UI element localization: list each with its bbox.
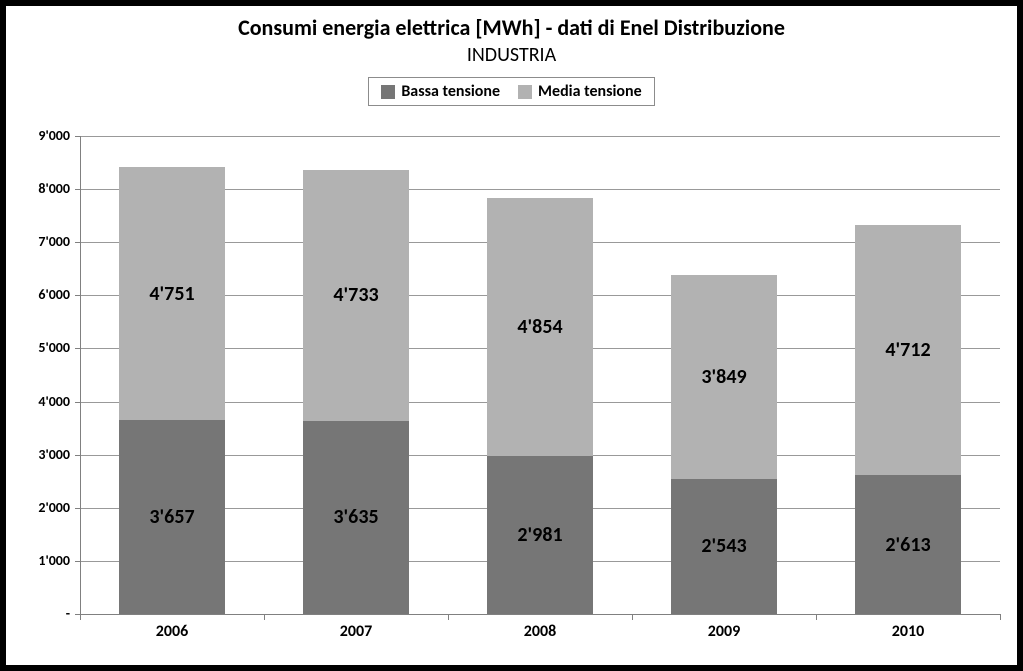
ytick-label: 1'000 bbox=[10, 552, 70, 569]
legend-wrap: Bassa tensione Media tensione bbox=[6, 67, 1017, 106]
ytick-label: 9'000 bbox=[10, 127, 70, 144]
xtick-label: 2007 bbox=[264, 622, 448, 641]
legend-label-0: Bassa tensione bbox=[401, 82, 500, 101]
legend-swatch-0 bbox=[381, 85, 395, 99]
bar-label-bottom: 3'635 bbox=[303, 505, 410, 529]
bar-label-top: 4'751 bbox=[119, 282, 226, 306]
bar-label-bottom: 2'613 bbox=[855, 533, 962, 557]
y-axis bbox=[80, 136, 81, 614]
chart-subtitle: INDUSTRIA bbox=[6, 43, 1017, 67]
xtick-mark bbox=[80, 614, 81, 620]
bar-label-bottom: 3'657 bbox=[119, 505, 226, 529]
xtick-mark bbox=[264, 614, 265, 620]
bar-label-bottom: 2'981 bbox=[487, 523, 594, 547]
xtick-mark bbox=[632, 614, 633, 620]
legend-item-0: Bassa tensione bbox=[381, 82, 500, 101]
ytick-label: - bbox=[10, 605, 70, 622]
xtick-label: 2009 bbox=[632, 622, 816, 641]
ytick-label: 3'000 bbox=[10, 446, 70, 463]
bar-label-top: 3'849 bbox=[671, 365, 778, 389]
x-axis bbox=[80, 614, 1000, 615]
bar-label-top: 4'733 bbox=[303, 283, 410, 307]
bar-label-top: 4'712 bbox=[855, 338, 962, 362]
ytick-label: 4'000 bbox=[10, 393, 70, 410]
gridline bbox=[80, 136, 1000, 137]
xtick-mark bbox=[1000, 614, 1001, 620]
legend-label-1: Media tensione bbox=[538, 82, 642, 101]
legend-swatch-1 bbox=[518, 85, 532, 99]
ytick-label: 6'000 bbox=[10, 286, 70, 303]
xtick-mark bbox=[816, 614, 817, 620]
xtick-label: 2006 bbox=[80, 622, 264, 641]
chart-frame: Consumi energia elettrica [MWh] - dati d… bbox=[0, 0, 1023, 671]
ytick-label: 8'000 bbox=[10, 180, 70, 197]
legend-box: Bassa tensione Media tensione bbox=[368, 77, 654, 106]
xtick-mark bbox=[448, 614, 449, 620]
bar-label-bottom: 2'543 bbox=[671, 534, 778, 558]
legend-item-1: Media tensione bbox=[518, 82, 642, 101]
ytick-label: 5'000 bbox=[10, 339, 70, 356]
bar-label-top: 4'854 bbox=[487, 315, 594, 339]
ytick-label: 7'000 bbox=[10, 233, 70, 250]
xtick-label: 2010 bbox=[816, 622, 1000, 641]
ytick-label: 2'000 bbox=[10, 499, 70, 516]
chart-title: Consumi energia elettrica [MWh] - dati d… bbox=[6, 14, 1017, 41]
plot-area: -1'0002'0003'0004'0005'0006'0007'0008'00… bbox=[80, 136, 1000, 614]
xtick-label: 2008 bbox=[448, 622, 632, 641]
